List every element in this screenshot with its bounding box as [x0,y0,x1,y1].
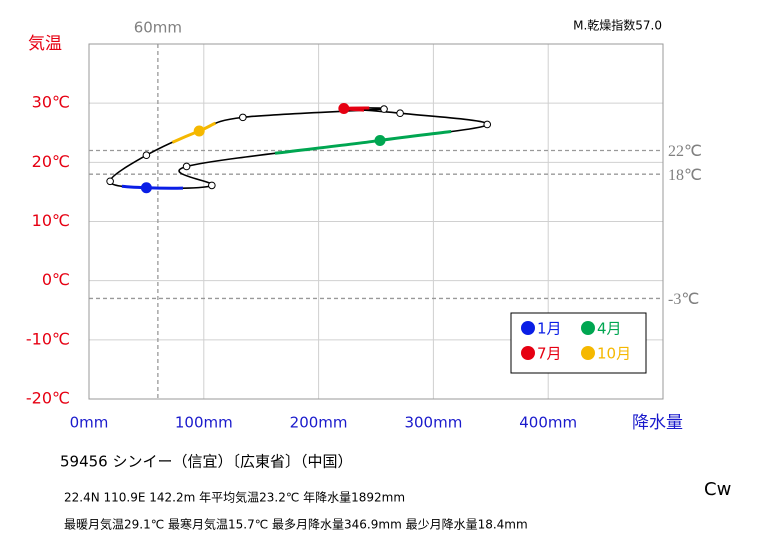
reference-label: -3℃ [668,291,699,308]
month-point [396,109,404,118]
station-info: 22.4N 110.9E 142.2m 年平均気温23.2℃ 年降水量1892m… [64,490,405,505]
y-tick-label: 20℃ [32,152,70,171]
month-point [142,151,151,160]
x-axis-label: 降水量 [632,413,683,433]
month-point [182,162,191,171]
month-point [380,105,388,113]
y-axis-label: 気温 [28,34,62,54]
y-tick-label: -20℃ [26,389,70,408]
legend-label: 7月 [537,345,562,363]
reference-label: 60mm [134,19,182,37]
y-tick-label: 30℃ [32,93,70,112]
station-stats: 最暖月気温29.1℃ 最寒月気温15.7℃ 最多月降水量346.9mm 最少月降… [64,517,528,532]
legend-label: 4月 [597,320,622,338]
y-tick-label: -10℃ [26,329,70,348]
month-point [239,113,247,122]
reference-label: 22℃ [668,143,702,160]
x-tick-label: 300mm [404,414,462,432]
month-point [140,182,152,194]
month-point [106,177,114,186]
legend-marker [521,346,535,360]
legend-marker [581,346,595,360]
month-point [374,134,386,146]
legend-marker [521,321,535,335]
legend-label: 10月 [597,345,631,363]
x-tick-label: 400mm [519,414,577,432]
plot-border [88,43,664,400]
y-tick-label: 0℃ [42,270,70,289]
month-point [193,125,205,137]
legend-marker [581,321,595,335]
y-tick-label: 10℃ [32,211,70,230]
legend-label: 1月 [537,320,562,338]
climate-code: Cw [704,479,731,500]
reference-label: 18℃ [668,167,702,184]
month-point [208,181,216,190]
month-point [483,120,492,129]
station-name: 59456 シンイー（信宜）〔広東省〕（中国） [60,453,353,471]
legend-box [510,312,647,374]
index-label: M.乾燥指数57.0 [573,18,662,33]
x-tick-label: 0mm [70,414,109,432]
x-tick-label: 100mm [175,414,233,432]
x-tick-label: 200mm [290,414,348,432]
month-point [338,102,350,114]
